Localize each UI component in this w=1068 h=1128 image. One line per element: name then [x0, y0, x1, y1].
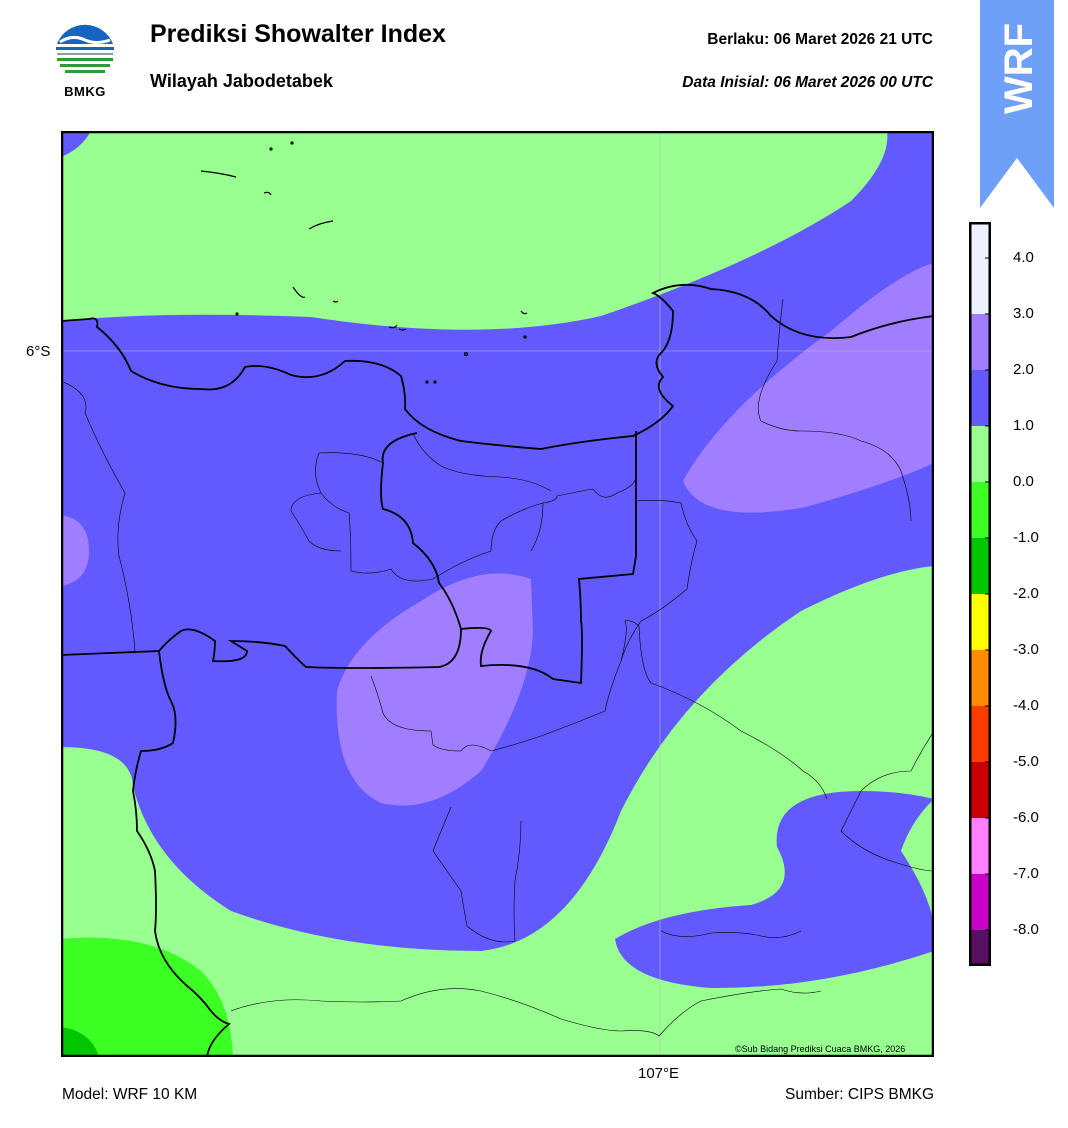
- colorbar-segment: [969, 762, 991, 818]
- colorbar-segment: [969, 482, 991, 538]
- colorbar-cap: [969, 222, 991, 258]
- colorbar-segment: [969, 930, 991, 986]
- page-title: Prediksi Showalter Index: [150, 20, 446, 48]
- colorbar: [969, 222, 991, 986]
- colorbar-segment: [969, 258, 991, 314]
- colorbar-segment: [969, 538, 991, 594]
- colorbar-segment: [969, 874, 991, 930]
- colorbar-tick-label: -4.0: [1013, 697, 1039, 714]
- colorbar-tick-label: -1.0: [1013, 529, 1039, 546]
- colorbar-tick-label: 4.0: [1013, 249, 1034, 266]
- model-label: Model: WRF 10 KM: [62, 1086, 198, 1103]
- region-subtitle: Wilayah Jabodetabek: [150, 71, 333, 91]
- init-time: Data Inisial: 06 Maret 2026 00 UTC: [682, 74, 933, 91]
- wrf-banner: WRF: [980, 0, 1054, 208]
- colorbar-segment: [969, 370, 991, 426]
- source-label: Sumber: CIPS BMKG: [784, 1086, 934, 1103]
- colorbar-tick-label: 0.0: [1013, 473, 1034, 490]
- wrf-banner-text: WRF: [997, 23, 1041, 114]
- longitude-label: 107°E: [638, 1065, 680, 1082]
- bmkg-logo: [52, 20, 118, 102]
- colorbar-segment: [969, 314, 991, 370]
- colorbar-segment: [969, 818, 991, 874]
- colorbar-segment: [969, 426, 991, 482]
- colorbar-tick-label: -7.0: [1013, 865, 1039, 882]
- latitude-label: 6°S: [26, 343, 51, 360]
- colorbar-tick-label: -3.0: [1013, 641, 1039, 658]
- colorbar-tick-label: 2.0: [1013, 361, 1034, 378]
- colorbar-tick-label: -8.0: [1013, 921, 1039, 938]
- valid-time: Berlaku: 06 Maret 2026 21 UTC: [707, 31, 933, 48]
- colorbar-segment: [969, 594, 991, 650]
- colorbar-tick-label: 3.0: [1013, 305, 1034, 322]
- map-credit: ©Sub Bidang Prediksi Cuaca BMKG, 2026: [735, 1044, 906, 1054]
- colorbar-segment: [969, 706, 991, 762]
- colorbar-tick-label: -5.0: [1013, 753, 1039, 770]
- colorbar-tick-label: -2.0: [1013, 585, 1039, 602]
- colorbar-tick-label: 1.0: [1013, 417, 1034, 434]
- colorbar-tick-label: -6.0: [1013, 809, 1039, 826]
- bmkg-logo-text: BMKG: [64, 84, 106, 99]
- showalter-map: [60, 130, 935, 1058]
- colorbar-segment: [969, 650, 991, 706]
